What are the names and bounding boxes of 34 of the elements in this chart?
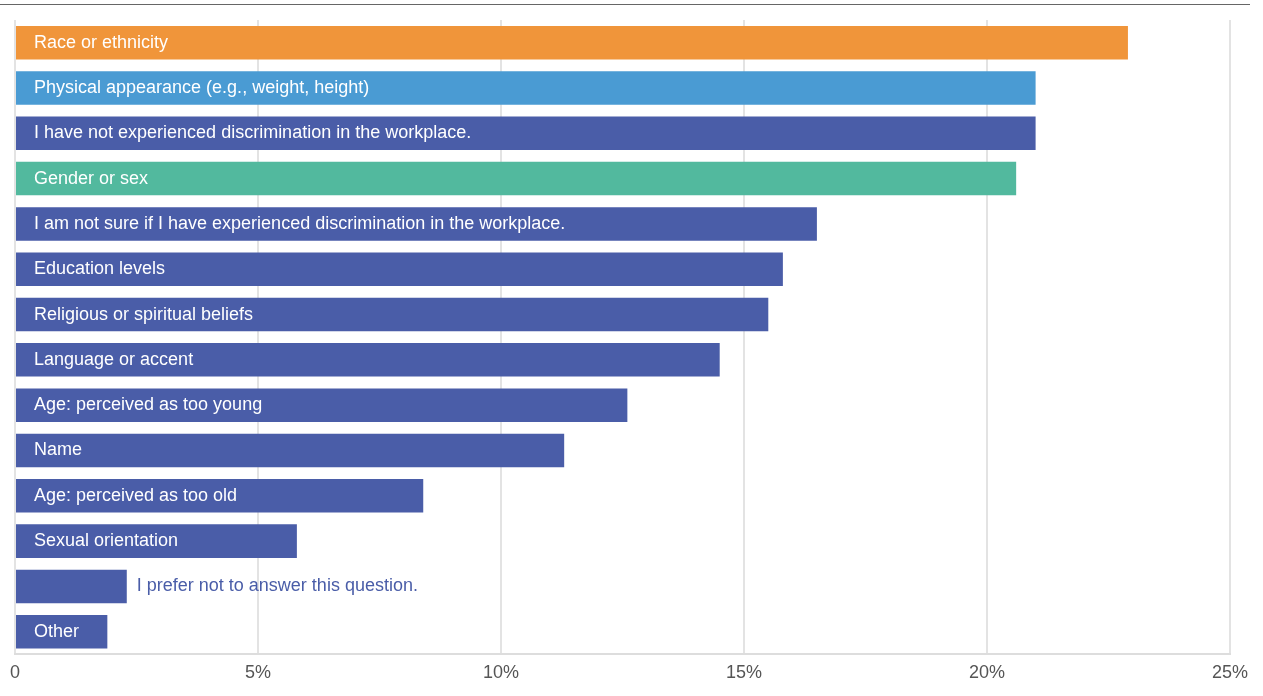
bar bbox=[16, 252, 783, 286]
bar bbox=[16, 479, 424, 513]
bar bbox=[16, 614, 108, 649]
bar bbox=[16, 161, 1017, 196]
x-tick-label: 0 bbox=[9, 662, 21, 683]
bar bbox=[16, 343, 720, 377]
y-tick-label: Physical appearance (e.g., weight, height) bbox=[34, 76, 370, 97]
y-tick-label: Gender or sex bbox=[34, 167, 149, 188]
y-tick-label: Language or accent bbox=[34, 348, 194, 369]
bar bbox=[16, 207, 817, 241]
y-tick-label: Name bbox=[34, 439, 83, 460]
x-tick-label: 10% bbox=[482, 662, 520, 683]
y-tick-label: Age: perceived as too old bbox=[34, 484, 238, 505]
bar bbox=[16, 433, 565, 468]
bar bbox=[16, 388, 628, 422]
y-tick-label: Other bbox=[34, 620, 80, 641]
y-tick-label: I am not sure if I have experienced discrimination in the workplace. bbox=[34, 212, 566, 233]
y-tick-label: Age: perceived as too young bbox=[34, 394, 263, 415]
bar bbox=[16, 71, 1036, 105]
y-tick-label: I prefer not to answer this question. bbox=[136, 575, 418, 596]
y-tick-label: Sexual orientation bbox=[34, 530, 179, 551]
y-tick-label: Race or ethnicity bbox=[34, 31, 169, 52]
bar bbox=[16, 25, 1128, 60]
x-tick-label: 15% bbox=[725, 662, 763, 683]
x-tick-label: 5% bbox=[244, 662, 272, 683]
x-tick-label: 20% bbox=[968, 662, 1006, 683]
bar bbox=[16, 569, 127, 604]
y-tick-label: Religious or spiritual beliefs bbox=[34, 303, 254, 324]
y-tick-label: Education levels bbox=[34, 258, 166, 279]
bar bbox=[16, 297, 769, 332]
bar bbox=[16, 116, 1036, 151]
bar bbox=[16, 524, 297, 558]
y-tick-label: I have not experienced discrimination in the workplace. bbox=[34, 122, 472, 143]
x-tick-label: 25% bbox=[1211, 662, 1249, 683]
